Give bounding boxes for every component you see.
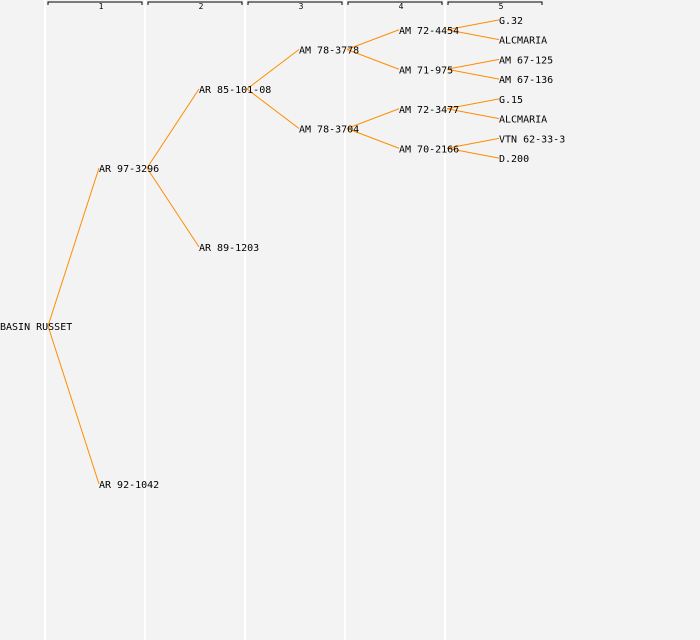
pedigree-node: AM 72-3477 xyxy=(399,105,459,116)
pedigree-connector xyxy=(346,108,400,129)
generation-label: 2 xyxy=(199,2,204,11)
pedigree-node: AM 71-975 xyxy=(399,65,453,76)
pedigree-connector xyxy=(446,19,500,31)
pedigree-connector xyxy=(47,325,100,485)
generation-label: 3 xyxy=(299,2,304,11)
pedigree-node: AM 78-3778 xyxy=(299,46,359,57)
pedigree-node: ALCMARIA xyxy=(499,36,547,47)
pedigree-node: AM 70-2166 xyxy=(399,144,459,155)
pedigree-node: G.15 xyxy=(499,95,523,106)
pedigree-node: AM 67-136 xyxy=(499,75,553,86)
pedigree-connector xyxy=(146,167,200,248)
pedigree-connector xyxy=(446,58,500,70)
pedigree-connector xyxy=(246,88,300,129)
pedigree-connector xyxy=(346,49,400,70)
generation-bracket xyxy=(447,1,543,5)
pedigree-connector xyxy=(146,88,200,169)
generation-bracket xyxy=(247,1,343,5)
pedigree-node: D.200 xyxy=(499,154,529,165)
pedigree-node: AR 92-1042 xyxy=(99,480,159,491)
pedigree-node: AM 78-3704 xyxy=(299,125,359,136)
pedigree-node: AR 85-101-08 xyxy=(199,85,271,96)
pedigree-connector xyxy=(47,167,100,327)
pedigree-connector xyxy=(446,68,500,80)
generation-bracket xyxy=(347,1,443,5)
pedigree-node: G.32 xyxy=(499,16,523,27)
pedigree-connector xyxy=(446,98,500,110)
pedigree-connector xyxy=(446,29,500,41)
pedigree-node: AM 72-4454 xyxy=(399,26,459,37)
pedigree-connector xyxy=(246,49,300,90)
pedigree-connector xyxy=(346,128,400,149)
generation-label: 5 xyxy=(499,2,504,11)
pedigree-connector xyxy=(446,137,500,149)
generation-label: 4 xyxy=(399,2,404,11)
pedigree-node: ALCMARIA xyxy=(499,115,547,126)
pedigree-connector xyxy=(346,29,400,50)
pedigree-connector xyxy=(446,108,500,120)
pedigree-node: AR 89-1203 xyxy=(199,243,259,254)
pedigree-node: BASIN RUSSET xyxy=(0,322,72,333)
pedigree-node: AM 67-125 xyxy=(499,55,553,66)
generation-bracket xyxy=(147,1,243,5)
pedigree-node: VTN 62-33-3 xyxy=(499,134,565,145)
pedigree-connector xyxy=(446,147,500,159)
pedigree-node: AR 97-3296 xyxy=(99,164,159,175)
generation-label: 1 xyxy=(99,2,104,11)
generation-bracket xyxy=(47,1,143,5)
